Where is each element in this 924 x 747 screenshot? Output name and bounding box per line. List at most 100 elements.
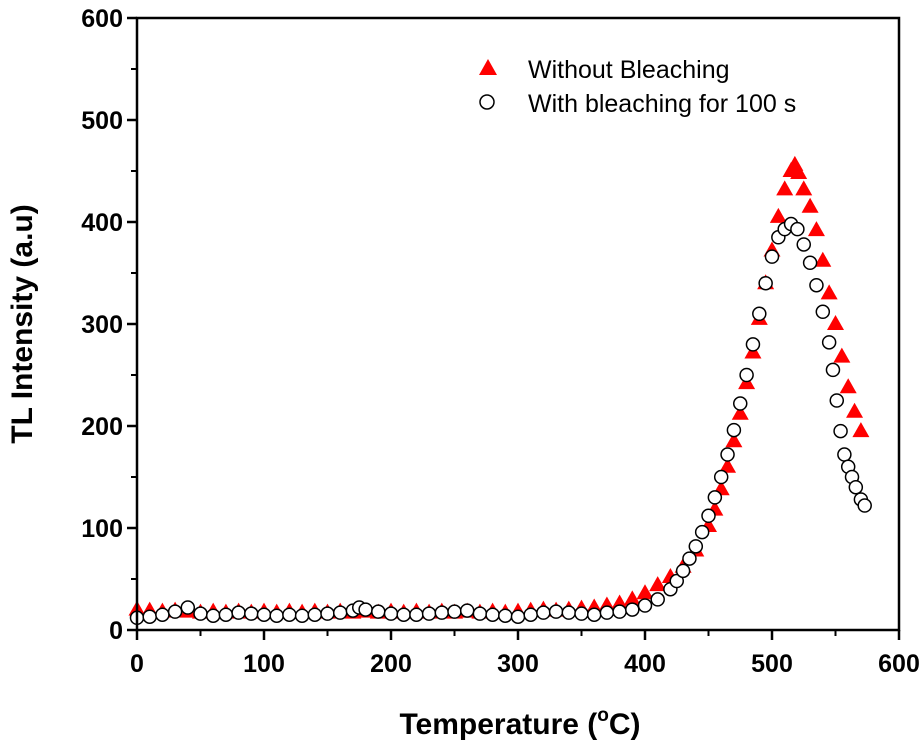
y-tick-label: 500 bbox=[81, 107, 123, 135]
point-with-bleaching bbox=[739, 367, 754, 383]
point-with-bleaching bbox=[713, 469, 729, 485]
point-with-bleaching bbox=[612, 604, 627, 619]
point-without-bleaching bbox=[801, 197, 819, 213]
point-with-bleaching bbox=[857, 498, 872, 513]
point-with-bleaching bbox=[485, 607, 500, 622]
x-tick-label: 200 bbox=[370, 650, 412, 678]
point-with-bleaching bbox=[625, 602, 640, 617]
point-without-bleaching bbox=[790, 164, 808, 180]
point-with-bleaching bbox=[848, 479, 864, 495]
legend-marker-without-bleaching bbox=[479, 59, 497, 75]
point-with-bleaching bbox=[180, 600, 196, 615]
point-with-bleaching bbox=[720, 447, 735, 462]
point-with-bleaching bbox=[833, 423, 848, 439]
point-without-bleaching bbox=[846, 402, 864, 418]
point-with-bleaching bbox=[536, 605, 551, 620]
point-with-bleaching bbox=[205, 608, 221, 623]
point-with-bleaching bbox=[434, 605, 450, 620]
point-without-bleaching bbox=[814, 251, 832, 267]
point-without-bleaching bbox=[827, 315, 844, 330]
point-with-bleaching bbox=[829, 393, 845, 408]
point-without-bleaching bbox=[731, 404, 749, 420]
y-tick-label: 100 bbox=[81, 515, 123, 543]
point-without-bleaching bbox=[833, 347, 851, 363]
x-tick-label: 300 bbox=[497, 650, 539, 678]
point-with-bleaching bbox=[459, 603, 475, 618]
point-with-bleaching bbox=[701, 508, 716, 524]
point-with-bleaching bbox=[574, 606, 589, 621]
x-tick-label: 0 bbox=[130, 650, 144, 678]
point-with-bleaching bbox=[802, 255, 818, 271]
point-with-bleaching bbox=[231, 605, 246, 620]
y-tick-label: 300 bbox=[81, 311, 123, 339]
point-with-bleaching bbox=[688, 539, 704, 554]
point-with-bleaching bbox=[599, 605, 615, 620]
point-with-bleaching bbox=[244, 606, 259, 621]
point-with-bleaching bbox=[447, 604, 462, 619]
point-with-bleaching bbox=[167, 604, 183, 619]
point-with-bleaching bbox=[825, 362, 841, 378]
x-axis: 0 100 200 300 400 500 600 bbox=[130, 630, 920, 678]
x-tick-label: 400 bbox=[624, 650, 666, 678]
point-with-bleaching bbox=[320, 606, 335, 621]
point-with-bleaching bbox=[790, 221, 805, 237]
point-with-bleaching bbox=[548, 604, 564, 619]
point-with-bleaching bbox=[523, 607, 538, 622]
y-tick-label: 400 bbox=[81, 209, 123, 237]
point-with-bleaching bbox=[282, 607, 297, 622]
point-with-bleaching bbox=[694, 524, 710, 540]
x-tick-label: 100 bbox=[243, 650, 285, 678]
y-tick-label: 0 bbox=[109, 617, 123, 645]
point-without-bleaching bbox=[623, 590, 641, 606]
point-with-bleaching bbox=[561, 605, 577, 620]
x-axis-title-main: Temperature ( bbox=[399, 708, 597, 741]
x-axis-title-unit: C) bbox=[609, 708, 641, 741]
x-tick-label: 600 bbox=[878, 650, 920, 678]
point-with-bleaching bbox=[472, 606, 488, 621]
legend: Without Bleaching With bleaching for 100… bbox=[479, 56, 796, 118]
point-with-bleaching bbox=[809, 277, 824, 293]
point-with-bleaching bbox=[758, 275, 773, 291]
point-with-bleaching bbox=[358, 602, 373, 617]
point-with-bleaching bbox=[396, 607, 411, 622]
point-with-bleaching bbox=[510, 609, 526, 624]
point-with-bleaching bbox=[307, 607, 323, 622]
point-without-bleaching bbox=[820, 284, 838, 300]
point-with-bleaching bbox=[409, 607, 424, 622]
point-without-bleaching bbox=[649, 576, 667, 592]
point-with-bleaching bbox=[752, 306, 767, 322]
x-axis-title-superscript: o bbox=[597, 705, 609, 726]
point-without-bleaching bbox=[839, 378, 857, 394]
y-tick-label: 200 bbox=[81, 413, 123, 441]
point-without-bleaching bbox=[725, 432, 743, 448]
point-with-bleaching bbox=[733, 396, 748, 411]
x-tick-label: 500 bbox=[751, 650, 793, 678]
point-with-bleaching bbox=[294, 608, 310, 623]
point-with-bleaching bbox=[586, 607, 602, 622]
point-with-bleaching bbox=[383, 606, 399, 621]
point-without-bleaching bbox=[611, 594, 629, 610]
point-with-bleaching bbox=[837, 447, 852, 462]
point-with-bleaching bbox=[218, 607, 234, 622]
point-with-bleaching bbox=[650, 592, 665, 607]
point-with-bleaching bbox=[421, 606, 437, 621]
point-with-bleaching bbox=[669, 573, 684, 589]
point-without-bleaching bbox=[719, 457, 737, 473]
legend-marker-with-bleaching bbox=[479, 94, 495, 110]
y-tick-label: 600 bbox=[81, 5, 123, 33]
y-axis-title: TL Intensity (a.u) bbox=[6, 204, 39, 443]
point-with-bleaching bbox=[332, 605, 348, 620]
point-with-bleaching bbox=[155, 607, 170, 622]
x-axis-title: Temperature (oC) bbox=[399, 705, 640, 741]
point-with-bleaching bbox=[726, 422, 742, 438]
point-with-bleaching bbox=[745, 337, 761, 352]
point-with-bleaching bbox=[371, 604, 386, 619]
point-without-bleaching bbox=[776, 180, 794, 196]
point-with-bleaching bbox=[764, 249, 780, 264]
legend-label-without-bleaching: Without Bleaching bbox=[528, 56, 730, 84]
point-with-bleaching bbox=[142, 609, 157, 624]
point-without-bleaching bbox=[769, 207, 787, 223]
point-with-bleaching bbox=[707, 490, 723, 505]
point-with-bleaching bbox=[821, 335, 837, 350]
